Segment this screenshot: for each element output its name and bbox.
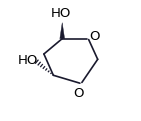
- Text: HO: HO: [18, 54, 38, 67]
- Text: O: O: [89, 30, 99, 43]
- Text: HO: HO: [50, 7, 71, 20]
- Text: O: O: [73, 87, 84, 100]
- Polygon shape: [60, 23, 65, 39]
